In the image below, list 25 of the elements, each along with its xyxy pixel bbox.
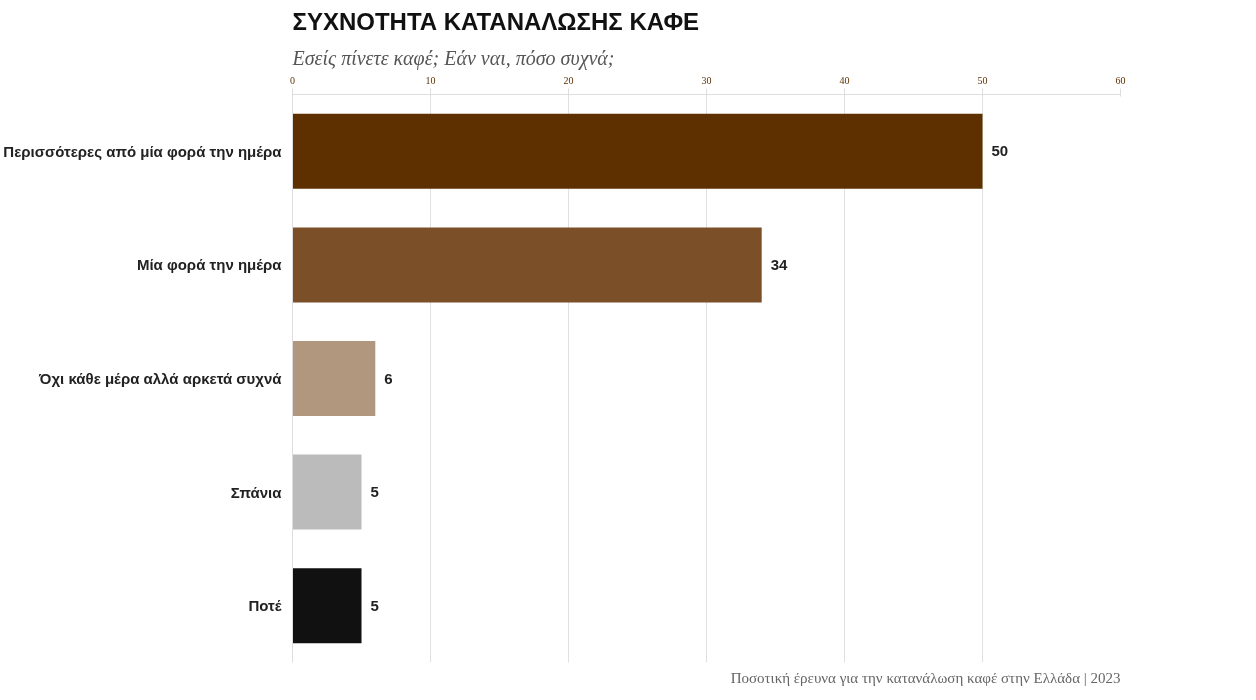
data-label: 50 xyxy=(991,142,1009,160)
y-tick-label: Όχι κάθε μέρα αλλά αρκετά συχνά xyxy=(38,370,283,387)
bar xyxy=(292,568,362,644)
bar xyxy=(292,454,362,530)
y-tick-label: Μία φορά την ημέρα xyxy=(136,256,283,274)
y-tick-label: Περισσότερες από μία φορά την ημέρα xyxy=(3,142,283,160)
x-tick-label: 60 xyxy=(1115,74,1126,86)
bar xyxy=(292,227,762,303)
x-tick-label: 20 xyxy=(563,74,574,86)
y-tick-label: Ποτέ xyxy=(248,597,282,615)
x-tick-label: 30 xyxy=(701,74,712,86)
bar xyxy=(292,341,376,416)
bar xyxy=(292,113,983,189)
x-tick-label: 10 xyxy=(425,74,436,86)
data-label: 6 xyxy=(384,369,393,387)
x-tick-label: 0 xyxy=(290,74,295,86)
text: Ποσοτική έρευνα για την κατανάλωση καφέ στην Ελλάδα | 2023 xyxy=(730,669,1121,686)
data-label: 5 xyxy=(370,596,379,614)
x-tick-label: 40 xyxy=(839,74,850,86)
chart-subtitle: Εσείς πίνετε καφέ; Εάν ναι, πόσο συχνά; xyxy=(291,46,615,70)
x-tick-label: 50 xyxy=(977,74,988,86)
chart-title: ΣΥΧΝΟΤΗΤΑ ΚΑΤΑΝΑΛΩΣΗΣ ΚΑΦΕ xyxy=(292,7,700,35)
y-tick-label: Σπάνια xyxy=(230,483,283,501)
data-label: 34 xyxy=(770,255,789,273)
data-label: 5 xyxy=(370,483,379,501)
